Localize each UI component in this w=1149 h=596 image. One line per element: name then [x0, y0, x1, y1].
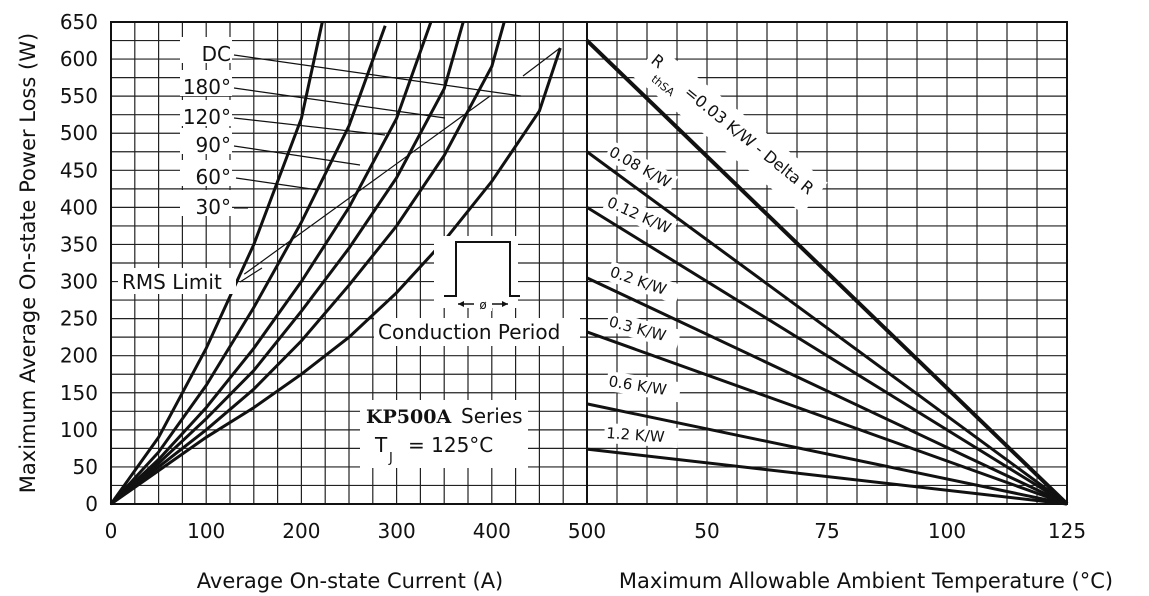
rth-label-group: 0.12 K/W	[602, 191, 678, 240]
x-tick-label-left: 0	[105, 519, 118, 543]
plot-frame	[110, 21, 1068, 505]
pulse-shape	[444, 241, 520, 297]
rms-limit-cap	[522, 47, 561, 77]
curve-label: DC	[202, 42, 231, 66]
conduction-period-label: Conduction Period	[378, 320, 560, 344]
tj-label: T	[374, 433, 388, 457]
y-tick-label: 150	[60, 381, 98, 405]
y-tick-label: 600	[60, 47, 98, 71]
phi-arrow-right-head	[502, 301, 508, 307]
x-tick-label-left: 200	[282, 519, 320, 543]
x-tick-label-right: 75	[814, 519, 839, 543]
rms-label-bg	[118, 268, 236, 294]
rth-label-bg	[605, 370, 682, 403]
label-bg	[180, 190, 232, 216]
phi-label: ø	[479, 298, 486, 312]
phi-arrow-left-head	[458, 301, 464, 307]
curve-label: 180°	[183, 75, 231, 99]
y-tick-label: 650	[60, 10, 98, 34]
chart-axes	[110, 21, 1068, 505]
series-bold-label: KP500A	[366, 406, 451, 428]
label-bg	[180, 37, 232, 63]
y-tick-label: 400	[60, 195, 98, 219]
curve-label: 120°	[183, 105, 231, 129]
x-tick-label-left: 300	[378, 519, 416, 543]
y-tick-label: 450	[60, 158, 98, 182]
rth-line-label: 0.08 K/W	[606, 143, 674, 192]
series-word-label: Series	[461, 404, 523, 428]
rth-line	[586, 402, 1068, 506]
curve-label: 30°	[196, 195, 231, 219]
rth-line	[586, 206, 1068, 506]
y-tick-label: 0	[85, 492, 98, 516]
rth-label-bg	[602, 191, 678, 240]
label-leader	[233, 54, 522, 97]
x-tick-label-left: 100	[187, 519, 225, 543]
axis-titles: Average On-state Current (A) Maximum All…	[16, 33, 1113, 593]
rth-label-bg	[605, 261, 682, 305]
rth-label-bg	[603, 140, 679, 195]
x-tick-label-right: 50	[694, 519, 719, 543]
tj-value: = 125°C	[408, 433, 493, 457]
x-tick-label-left: 400	[473, 519, 511, 543]
rth-line	[585, 39, 1069, 506]
left-x-axis-title: Average On-state Current (A)	[197, 569, 504, 593]
y-tick-label: 250	[60, 307, 98, 331]
label-leader	[233, 117, 386, 136]
rth-line-label: 0.3 K/W	[607, 312, 668, 345]
label-bg	[180, 100, 232, 126]
rth-label-bg	[604, 310, 682, 350]
label-bg	[180, 128, 232, 154]
rth-line	[586, 276, 1068, 506]
rth-line-label: 1.2 K/W	[606, 424, 666, 446]
label-leader	[233, 145, 361, 166]
curve-30-deg	[109, 21, 324, 505]
rth-label-bg	[603, 422, 679, 449]
curve-60-deg	[109, 25, 387, 506]
x-tick-label-right: 125	[1048, 519, 1086, 543]
rth-line	[586, 447, 1068, 506]
rms-limit-leader	[239, 267, 263, 283]
series-info: KP500A Series T J = 125°C	[360, 400, 528, 468]
tj-subscript: J	[388, 451, 393, 466]
chart-series	[109, 21, 1069, 506]
rth-line	[586, 330, 1068, 506]
y-axis-title: Maximum Average On-state Power Loss (W)	[16, 33, 40, 493]
y-tick-label: 50	[73, 455, 98, 479]
rms-limit-label: RMS Limit	[122, 270, 222, 294]
curve-label: 60°	[196, 165, 231, 189]
right-x-axis-title: Maximum Allowable Ambient Temperature (°…	[619, 569, 1113, 593]
rth-label-group: 0.08 K/W	[603, 140, 679, 195]
y-tick-label: 100	[60, 418, 98, 442]
rms-limit-line	[243, 95, 491, 275]
y-tick-label: 300	[60, 270, 98, 294]
rth-line	[586, 150, 1068, 506]
conduction-period-diagram: ø	[434, 236, 520, 312]
label-leader	[235, 177, 319, 191]
y-tick-label: 350	[60, 232, 98, 256]
label-bg	[180, 160, 232, 186]
label-leader	[233, 87, 446, 119]
series-labels: 30° 60° 90° 120° 180° DC RMS Limit 0.08 K/W0.12…	[118, 37, 682, 449]
y-tick-label: 200	[60, 344, 98, 368]
y-tick-label: 500	[60, 121, 98, 145]
curve-180-deg	[110, 21, 506, 506]
curve-DC-deg	[110, 47, 562, 506]
x-tick-label-right: 100	[928, 519, 966, 543]
curve-label: 90°	[196, 133, 231, 157]
x-tick-label-right: 500	[568, 519, 606, 543]
tick-labels: 0501001502002503003504004505005506006500…	[60, 10, 1086, 543]
rth-label-group: 1.2 K/W	[603, 422, 679, 449]
chart-grid	[111, 21, 1067, 504]
label-bg	[180, 70, 232, 96]
curve-120-deg	[110, 21, 465, 506]
curve-90-deg	[109, 21, 433, 506]
y-tick-label: 550	[60, 84, 98, 108]
